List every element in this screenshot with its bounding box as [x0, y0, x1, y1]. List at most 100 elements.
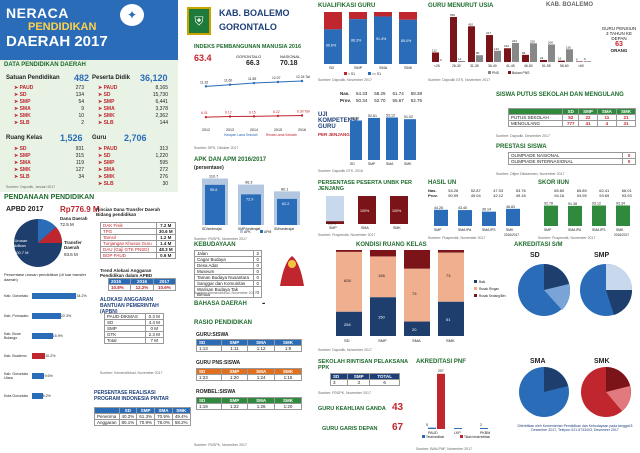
item-label: ➤ PAUD — [98, 85, 118, 91]
kab-label: Kab. Gorontalo — [4, 294, 29, 298]
ppk-source: Sumber: PDSPK, November 2017 — [318, 391, 371, 395]
rasio-title: RASIO PENDIDIKAN — [194, 320, 253, 326]
kab-bar-row: Kota Gorontalo 8.2% — [4, 386, 90, 406]
kab-label: Kab. Gorontalo Utara — [4, 372, 29, 380]
bukan-pns-bar — [432, 52, 439, 62]
usia-source: Sumber: Dapodik GTK, November 2017 — [428, 78, 491, 82]
usia-bar-chart: 112 0<26 530 12 26-30 420 80 31-35 317 132 36-40 16… — [432, 13, 591, 75]
title-line-2: PENDIDIKAN — [28, 21, 97, 33]
dana-label: Dana Daerah — [60, 216, 88, 221]
item-value: 931 — [75, 146, 84, 152]
category-tick: LKP — [454, 431, 461, 435]
item-value: 9 — [81, 106, 84, 112]
data-pendidikan-title: DATA PENDIDIKAN DAERAH — [4, 62, 86, 68]
peserta-total: 36,120 — [140, 73, 168, 83]
putus-title: SISWA PUTUS SEKOLAH DAN MENGULANG — [496, 92, 624, 98]
provinsi-value: 66.3 — [246, 60, 260, 67]
pns-bar — [494, 50, 501, 62]
table-cell: 1:20 — [220, 374, 249, 381]
pnf-label-pkbm: 2 — [480, 423, 482, 427]
value-bar — [592, 205, 606, 226]
tren-title: Trend Alokasi Anggaran Pendidikan dalam … — [100, 268, 153, 278]
item-label: ➤ SMK — [98, 174, 115, 180]
bahasa-value: - — [262, 298, 266, 309]
table-cell: 1:20 — [274, 403, 302, 410]
kab-bar — [32, 373, 45, 379]
table-cell: 48.3 M — [155, 246, 177, 253]
kondisi-panel: KONDISI RUANG KELAS 628 254 SD 158 150 SMP 73 2… — [316, 240, 508, 354]
table-cell: 70.9% — [136, 419, 156, 426]
above-s1-bar — [324, 29, 342, 64]
pns-label: 220 — [530, 39, 535, 43]
value-cell: 62.41 — [599, 188, 610, 193]
kebudayaan-table: Jalan 2 Cagar Budaya 0 Desa Adat 0 Museum 0 Tama… — [193, 250, 262, 298]
guru-pns-siswa-table: SD SMP SMA SMK 1:23 1:20 1:24 1:15 — [196, 368, 302, 381]
value-bar — [386, 117, 398, 160]
table-cell: 10.8% — [107, 284, 132, 291]
bukan-pns-bar — [576, 61, 583, 62]
legend-apk: APK — [244, 230, 252, 234]
pns-bar — [584, 61, 591, 62]
bukan-pns-bar — [504, 48, 511, 62]
above-s1-label: 85.0% — [401, 39, 412, 43]
hasil-un-bar-chart: 44.26 SMP 43.40 SMA IPA 39.14 SMA IPS 46.83 SMK… — [434, 205, 520, 236]
table-row: 1:23 1:20 1:24 1:15 — [196, 374, 302, 381]
item-value: 595 — [159, 160, 168, 166]
item-label: ➤ SMP — [98, 160, 115, 166]
item-label: ➤ PAUD — [98, 146, 118, 152]
list-item: ➤ SMK 127 — [14, 167, 84, 173]
table-cell: 41 — [578, 120, 598, 127]
prestasi-source: Sumber: Ditjen Dikdasmen, November 2017 — [496, 172, 565, 176]
apm-label: 72.9 — [246, 197, 253, 201]
kualifikasi-title: KUALIFIKASI GURU — [318, 3, 376, 9]
apm-label: 95.6 — [210, 188, 217, 192]
table-row: MENGULANG 777 41 4 31 — [507, 120, 637, 127]
pendanaan-panel: PENDANAAN PENDIDIKAN APBD 2017 Rp776.9 M… — [0, 194, 191, 453]
bukan-pns-label: 16 — [558, 57, 562, 61]
legend-apm-swatch — [260, 230, 263, 233]
ipm-title: INDEKS PEMBANGUNAN MANUSIA 2016 — [194, 44, 302, 50]
kab-bar-row: Kab. Pohuwato 22.3% — [4, 306, 90, 326]
legend-swatch — [474, 287, 477, 290]
value-label: 44.26 — [434, 206, 443, 210]
gs-title: GURU:SISWA — [196, 332, 229, 338]
list-item: ➤ SMK 276 — [98, 174, 168, 180]
item-value: 30 — [162, 181, 168, 187]
item-label: ➤ SMA — [98, 167, 115, 173]
kab-bar — [32, 333, 53, 339]
item-value: 3,378 — [155, 106, 168, 112]
value-cell: 61.74 — [392, 91, 404, 96]
bukan-pns-label: 112 — [432, 48, 437, 52]
below-s1-bar — [399, 12, 417, 20]
unbk-panel: PERSENTASE PESERTA UNBK PER JENJANG 9.9%… — [316, 178, 424, 238]
table-cell: 80.1% — [118, 419, 138, 426]
kab-bar — [32, 293, 77, 299]
rls-point — [276, 114, 280, 118]
value-label: 92.78 — [544, 202, 553, 206]
value-label: 91.38 — [568, 202, 577, 206]
hls-label: 11.60 — [224, 79, 232, 83]
item-label: ➤ SD — [14, 92, 27, 98]
guru-list: ➤ PAUD 313 ➤ SD 1,220 ➤ SMP 595 ➤ SMA 272 ➤ SMK 2… — [98, 146, 168, 188]
province-name: GORONTALO — [219, 22, 277, 32]
apm-bar — [205, 184, 225, 225]
baik-label: 20 — [412, 327, 417, 332]
item-label: ➤ SD — [98, 92, 111, 98]
value-cell: 52.76 — [410, 98, 422, 103]
category-tick: SMA IPS — [592, 228, 606, 232]
value-cell: 54.33 — [356, 91, 368, 96]
tren-table: 2015 2016 2017 10.8% 12.2% 10.6% — [107, 278, 177, 291]
item-label: ➤ SLB — [98, 181, 114, 187]
legend-above-swatch — [368, 72, 371, 75]
item-value: 34 — [78, 174, 84, 180]
age-tick: 26-30 — [452, 64, 461, 68]
category-tick: SD — [329, 66, 335, 70]
table-cell: 1:24 — [247, 374, 276, 381]
item-value: 272 — [159, 167, 168, 173]
table-cell: 40.2% — [118, 413, 138, 420]
unbk-label: 100% — [392, 209, 402, 213]
rusak-ringan-label: 628 — [344, 278, 351, 283]
sma-label: SMA — [530, 358, 546, 365]
bukan-pns-label: 6 — [576, 57, 578, 61]
